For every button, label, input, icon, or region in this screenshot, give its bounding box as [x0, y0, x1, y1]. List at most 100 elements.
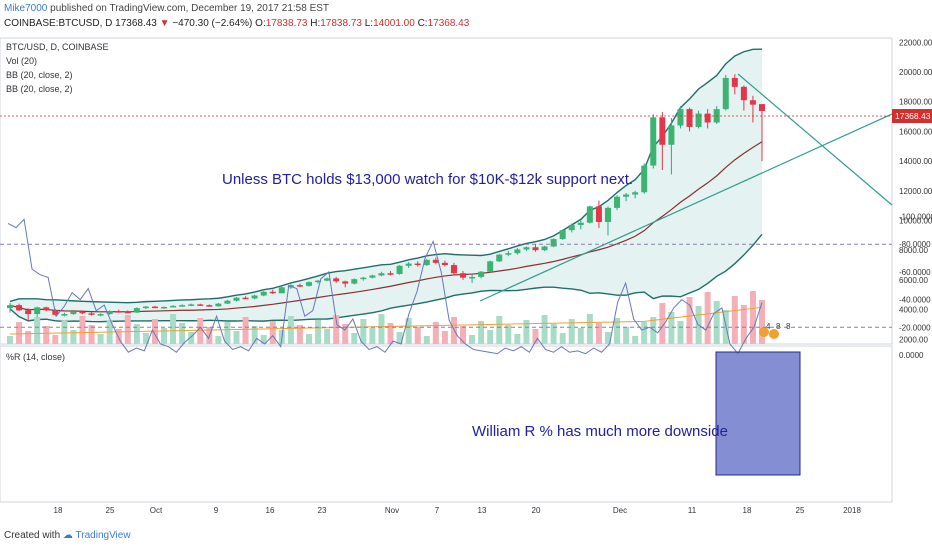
volume-bar: [469, 335, 476, 344]
falling-trendline: [737, 73, 893, 206]
price-axis-tick: 18000.00: [899, 98, 932, 107]
volume-bar: [324, 329, 331, 344]
last-price-tag: [892, 109, 932, 123]
volume-bar: [432, 322, 439, 344]
candle-body: [378, 273, 385, 276]
legend-entry: BB (20, close, 2): [6, 84, 73, 94]
candle-body: [197, 304, 204, 306]
candle-body: [595, 206, 602, 222]
candle-body: [695, 113, 702, 127]
candle-body: [224, 300, 231, 304]
author-link[interactable]: Mike7000: [4, 3, 48, 14]
volume-bar: [686, 297, 693, 344]
volume-bar: [52, 335, 59, 344]
candle-body: [405, 263, 412, 266]
volume-bar: [305, 334, 312, 344]
x-axis-tick: Dec: [613, 506, 627, 515]
volume-bar: [713, 301, 720, 344]
tradingview-link[interactable]: TradingView: [75, 530, 131, 541]
volume-bar: [124, 315, 131, 344]
price-annotation: Unless BTC holds $13,000 watch for $10K-…: [222, 171, 633, 188]
volume-bar: [34, 317, 41, 344]
candle-body: [668, 125, 675, 145]
volume-bar: [215, 336, 222, 344]
candle-body: [79, 311, 86, 314]
candle-body: [324, 278, 331, 281]
wr-axis-tick: -60.0000: [899, 268, 931, 277]
x-axis-tick: 25: [106, 506, 115, 515]
price-axis-tick: 20000.00: [899, 68, 932, 77]
candle-body: [749, 100, 756, 105]
candle-body: [704, 113, 711, 123]
last-price-tag-text: 17368.43: [895, 111, 931, 121]
volume-bar: [478, 321, 485, 344]
x-axis-tick: 11: [688, 506, 697, 515]
volume-bar: [759, 300, 765, 344]
candle-body: [34, 307, 41, 315]
volume-bar: [523, 320, 530, 344]
volume-bar: [43, 326, 50, 344]
candle-body: [731, 77, 738, 87]
x-axis-tick: 16: [266, 506, 275, 515]
candle-body: [641, 165, 648, 193]
price-axis-tick: 8000.00: [899, 246, 928, 255]
volume-bar: [749, 291, 756, 344]
x-axis-tick: 18: [54, 506, 63, 515]
legend-entry: Vol (20): [6, 56, 37, 66]
event-marker-label: 8: [786, 322, 791, 331]
volume-bar: [251, 326, 258, 344]
volume-bar: [115, 329, 122, 344]
candle-body: [496, 254, 503, 262]
ohlc-line: COINBASE:BTCUSD, D 17368.43 ▼ −470.30 (−…: [4, 18, 469, 29]
candle-body: [478, 271, 485, 277]
high-label: H:: [310, 18, 321, 29]
volume-bar: [614, 318, 621, 344]
volume-ma-line: [9, 306, 763, 335]
volume-bar: [142, 333, 149, 344]
event-marker-label: 4: [766, 322, 771, 331]
volume-bar: [632, 336, 639, 344]
open-label: O:: [255, 18, 266, 29]
open-value: 17838.73: [265, 18, 308, 29]
candle-body: [559, 230, 566, 240]
candle-body: [269, 291, 276, 294]
candle-body: [206, 305, 213, 307]
volume-bar: [79, 316, 86, 344]
volume-bar: [25, 331, 32, 344]
candle-body: [342, 281, 349, 284]
candle-body: [469, 276, 476, 279]
candle-body: [632, 192, 639, 195]
candle-body: [414, 263, 421, 266]
volume-bar: [387, 323, 394, 344]
volume-bar: [179, 323, 186, 344]
wr-axis-tick: -20.0000: [899, 323, 931, 332]
volume-bar: [659, 303, 666, 344]
legend-entry: BB (20, close, 2): [6, 70, 73, 80]
volume-bar: [260, 335, 267, 344]
candle-body: [133, 308, 140, 313]
wr-axis-tick: 0.0000: [899, 351, 924, 360]
candle-body: [188, 304, 195, 306]
rising-trendline: [479, 113, 893, 302]
volume-bar: [496, 316, 503, 344]
candle-body: [25, 310, 32, 315]
price-axis-tick: 22000.00: [899, 38, 932, 47]
candle-body: [115, 311, 122, 313]
candle-body: [278, 287, 285, 294]
low-label: L:: [364, 18, 374, 29]
wr-annotation: William R % has much more downside: [472, 423, 728, 440]
price-axis-tick: 14000.00: [899, 157, 932, 166]
candle-body: [532, 247, 539, 251]
candle-body: [43, 307, 50, 311]
candle-body: [550, 239, 557, 247]
bollinger-lower: [9, 233, 763, 323]
volume-bar: [641, 322, 648, 344]
volume-bar: [731, 296, 738, 344]
volume-bar: [7, 336, 13, 344]
candle-body: [260, 291, 267, 296]
event-marker-label: 8: [776, 322, 781, 331]
x-axis-tick: 25: [796, 506, 805, 515]
wr-axis-tick: -100.0000: [899, 213, 932, 222]
bollinger-upper: [9, 48, 763, 304]
